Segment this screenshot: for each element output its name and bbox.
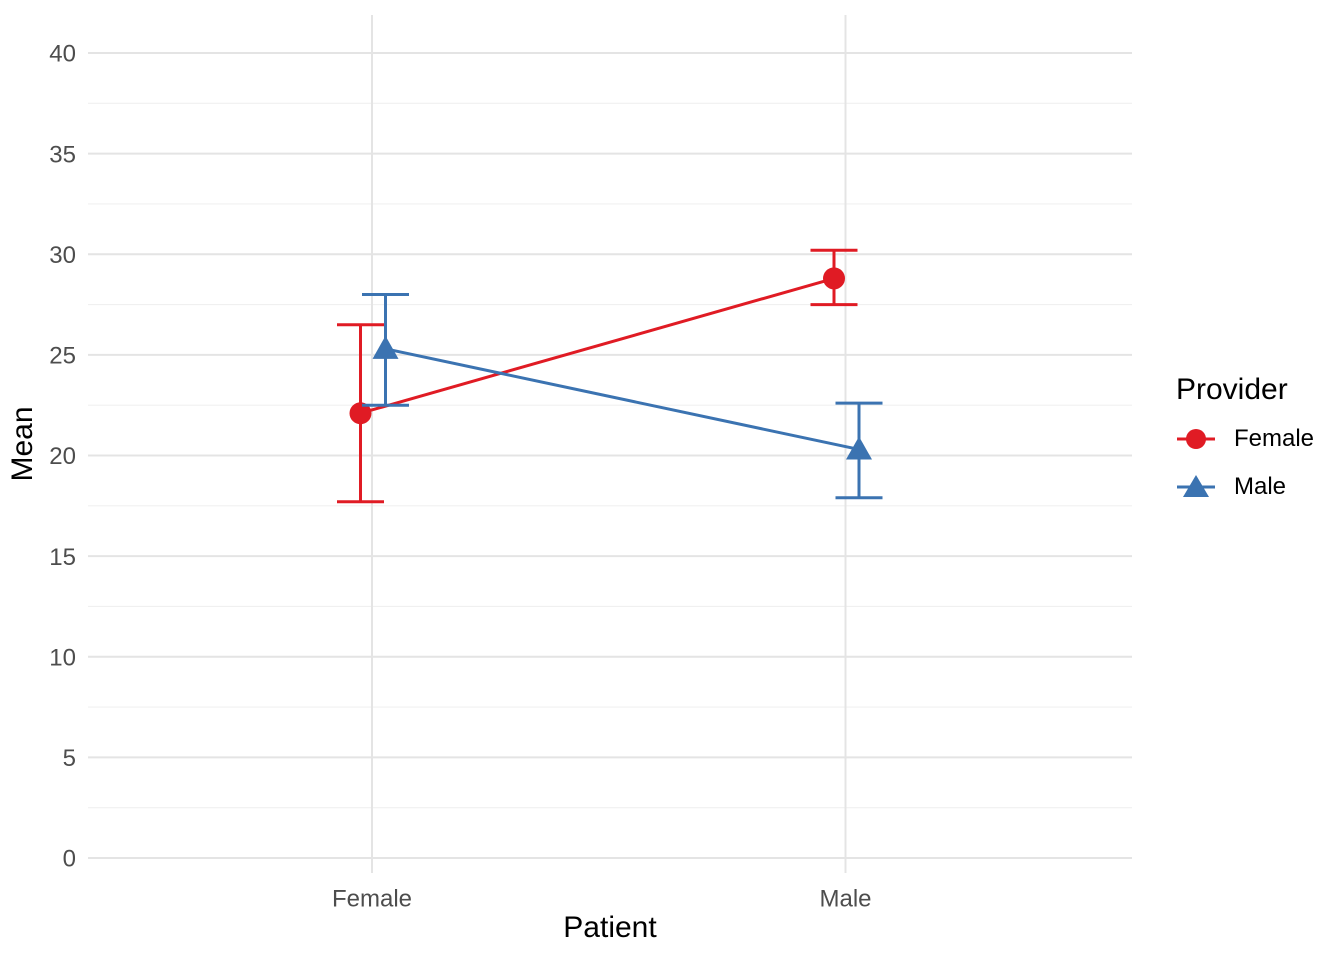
y-tick-label: 15 — [49, 544, 76, 571]
legend-label-female: Female — [1234, 425, 1315, 452]
x-axis-title: Patient — [563, 911, 657, 944]
data-point-triangle — [846, 436, 872, 460]
legend-title: Provider — [1176, 373, 1288, 406]
x-tick-label: Male — [819, 886, 871, 913]
series-line — [385, 347, 860, 451]
y-tick-label: 0 — [63, 846, 76, 873]
legend-label-male: Male — [1234, 473, 1287, 500]
data-point-circle — [823, 267, 845, 290]
y-axis-title: Mean — [6, 406, 39, 482]
legend-item-female: Female — [1176, 421, 1314, 457]
legend-key-male-triangle-icon — [1177, 475, 1215, 497]
circle-marker-icon — [1186, 429, 1206, 449]
y-tick-label: 5 — [63, 745, 76, 772]
y-tick-label: 20 — [49, 443, 76, 470]
data-point-circle — [349, 402, 372, 425]
data-point-triangle — [372, 335, 399, 359]
y-tick-label: 10 — [49, 644, 76, 671]
x-tick-label: Female — [332, 886, 412, 913]
y-tick-label: 40 — [49, 41, 76, 68]
y-tick-label: 35 — [49, 141, 76, 168]
series-line — [360, 276, 835, 415]
legend-key-female-circle-icon — [1177, 429, 1215, 449]
legend-item-male: Male — [1176, 469, 1314, 505]
y-tick-label: 30 — [49, 242, 76, 269]
legend: Provider Female Male — [1176, 371, 1314, 505]
triangle-marker-icon — [1183, 475, 1209, 497]
y-tick-label: 25 — [49, 343, 76, 370]
